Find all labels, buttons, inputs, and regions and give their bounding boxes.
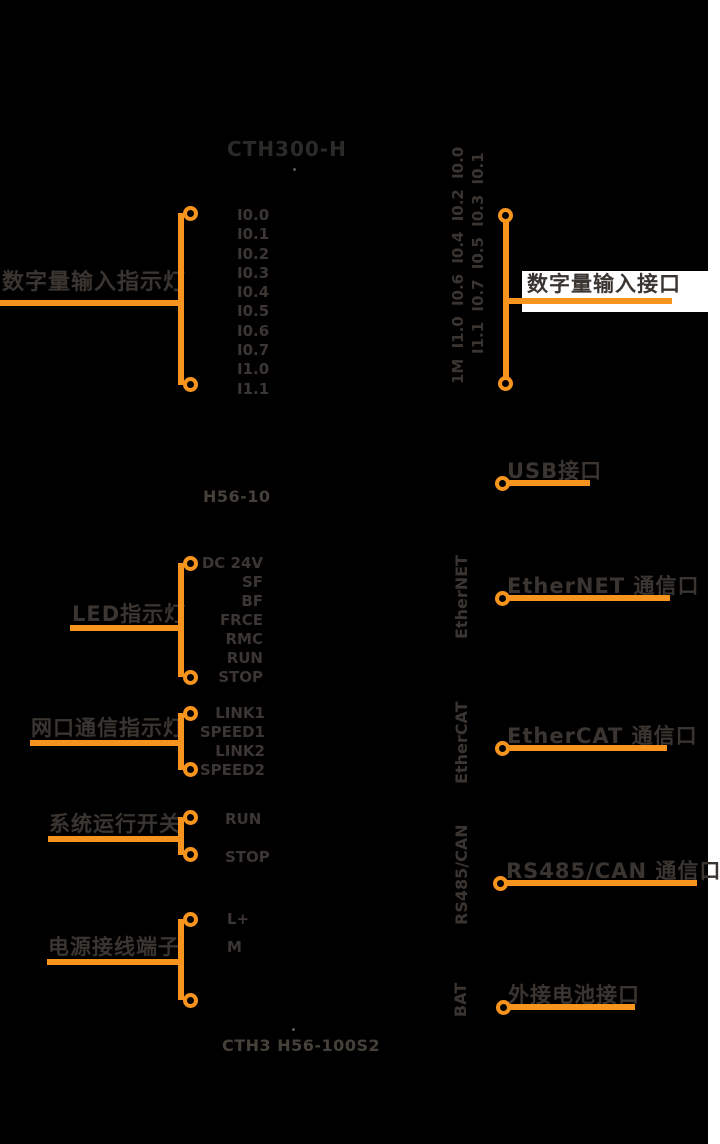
rs485-can-port-label: RS485/CAN 通信口 bbox=[506, 859, 720, 883]
anchor-ring-icon bbox=[498, 376, 513, 391]
led-status-list: DC 24V SF BF FRCE RMC RUN STOP bbox=[178, 554, 263, 687]
anchor-ring-icon bbox=[183, 762, 198, 777]
power-terminal-list: L+ M bbox=[227, 905, 249, 961]
net-port-leds-label: 网口通信指示灯 bbox=[31, 716, 185, 740]
led-label: RMC bbox=[225, 630, 264, 648]
led-label: BF bbox=[241, 592, 263, 610]
usb-port-label: USB接口 bbox=[507, 459, 603, 483]
bracket-line bbox=[178, 713, 184, 770]
net-led-list: LINK1 SPEED1 LINK2 SPEED2 bbox=[180, 704, 265, 780]
bottom-model-label: CTH3 H56-100S2 bbox=[222, 1036, 381, 1055]
terminal-label: M bbox=[227, 938, 242, 956]
anchor-ring-icon bbox=[495, 741, 510, 756]
io-label: I0.6 bbox=[237, 321, 270, 340]
net-led-label: SPEED1 bbox=[199, 723, 265, 741]
anchor-ring-icon bbox=[183, 670, 198, 685]
battery-port-label: 外接电池接口 bbox=[508, 983, 640, 1007]
digital-input-port-highlight-box bbox=[522, 271, 720, 312]
led-indicators-label: LED指示灯 bbox=[72, 602, 187, 626]
io-label: I0.4 bbox=[237, 283, 270, 302]
right-edge-white-strip bbox=[708, 0, 720, 1144]
led-label: FRCE bbox=[219, 611, 263, 629]
leader-line bbox=[500, 880, 697, 886]
ethercat-port-label: EtherCAT 通信口 bbox=[507, 724, 698, 748]
leader-line bbox=[70, 625, 184, 631]
anchor-ring-icon bbox=[183, 810, 198, 825]
ethernet-port-vertical: EtherNET bbox=[452, 555, 471, 639]
anchor-ring-icon bbox=[493, 876, 508, 891]
led-label: SF bbox=[241, 573, 263, 591]
terminal-label: L+ bbox=[227, 910, 250, 928]
bracket-line bbox=[178, 563, 184, 677]
switch-label: RUN bbox=[225, 810, 262, 828]
anchor-ring-icon bbox=[496, 1000, 511, 1015]
net-led-label: LINK2 bbox=[215, 742, 265, 760]
anchor-ring-icon bbox=[183, 912, 198, 927]
io-label: I0.2 bbox=[237, 244, 270, 263]
net-led-label: LINK1 bbox=[215, 704, 265, 722]
switch-label: STOP bbox=[225, 848, 270, 866]
leader-line bbox=[30, 740, 184, 746]
leader-line bbox=[502, 595, 670, 601]
anchor-ring-icon bbox=[183, 377, 198, 392]
io-label: I0.3 bbox=[237, 263, 270, 282]
leader-line bbox=[47, 959, 184, 965]
bracket-line bbox=[178, 919, 184, 1000]
io-label: I0.5 bbox=[237, 302, 270, 321]
io-terminal-row2-vertical: I1.1 I0.7 I0.5 I0.3 I0.1 bbox=[469, 152, 487, 354]
leader-line bbox=[0, 300, 184, 306]
io-label: I0.7 bbox=[237, 341, 270, 360]
anchor-ring-icon bbox=[183, 993, 198, 1008]
bracket-line bbox=[178, 213, 184, 385]
digital-input-list: I0.0 I0.1 I0.2 I0.3 I0.4 I0.5 I0.6 I0.7 … bbox=[237, 206, 269, 399]
bracket-line bbox=[178, 817, 184, 855]
io-label: I1.1 bbox=[237, 379, 270, 398]
leader-line bbox=[502, 480, 590, 486]
leader-line bbox=[503, 1004, 635, 1010]
anchor-ring-icon bbox=[498, 208, 513, 223]
io-terminal-row1-vertical: 1M I1.0 I0.6 I0.4 I0.2 I0.0 bbox=[449, 146, 467, 384]
anchor-ring-icon bbox=[183, 206, 198, 221]
io-label: I1.0 bbox=[237, 360, 270, 379]
net-led-label: SPEED2 bbox=[199, 761, 265, 779]
speck-dot bbox=[292, 1028, 295, 1031]
leader-line bbox=[48, 836, 184, 842]
switch-position-list: RUN STOP bbox=[225, 800, 270, 876]
digital-input-port-label: 数字量输入接口 bbox=[527, 272, 681, 296]
anchor-ring-icon bbox=[495, 591, 510, 606]
digital-input-leds-label: 数字量输入指示灯 bbox=[2, 270, 187, 295]
led-label: DC 24V bbox=[201, 554, 263, 572]
io-label: I0.0 bbox=[237, 206, 270, 224]
anchor-ring-icon bbox=[495, 476, 510, 491]
anchor-ring-icon bbox=[183, 847, 198, 862]
power-terminals-label: 电源接线端子 bbox=[48, 935, 180, 959]
rs485-can-port-vertical: RS485/CAN bbox=[452, 824, 471, 925]
anchor-ring-icon bbox=[183, 706, 198, 721]
device-title: CTH300-H bbox=[227, 137, 347, 161]
ethercat-port-vertical: EtherCAT bbox=[452, 701, 471, 784]
leader-line bbox=[503, 298, 672, 304]
run-switch-label: 系统运行开关 bbox=[49, 812, 181, 836]
led-label: STOP bbox=[218, 668, 263, 686]
io-label: I0.1 bbox=[237, 225, 270, 244]
leader-line bbox=[502, 745, 667, 751]
anchor-ring-icon bbox=[183, 556, 198, 571]
led-label: RUN bbox=[226, 649, 263, 667]
speck-dot bbox=[293, 168, 296, 171]
bat-port-vertical: BAT bbox=[451, 982, 470, 1018]
ethernet-port-label: EtherNET 通信口 bbox=[507, 574, 700, 598]
module-model-label: H56-10 bbox=[203, 487, 271, 506]
